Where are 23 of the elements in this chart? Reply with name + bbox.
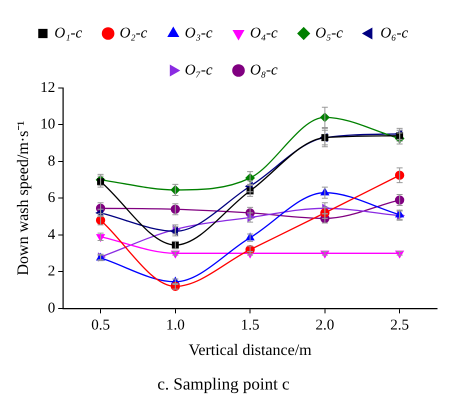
x-tick-label: 1.0 bbox=[166, 317, 185, 334]
y-tick-label: 10 bbox=[40, 116, 56, 133]
legend-label: O₈-c bbox=[250, 62, 278, 78]
text: c. Sampling point c bbox=[157, 374, 290, 394]
x-tick-label: 2.0 bbox=[315, 317, 334, 334]
y-axis-title: Down wash speed/m·s⁻¹ bbox=[14, 120, 32, 276]
x-tick-label: 2.5 bbox=[390, 317, 409, 334]
legend-label: O₂-c bbox=[120, 25, 148, 42]
legend-label: O₃-c bbox=[184, 25, 213, 42]
y-tick-label: 12 bbox=[40, 80, 56, 96]
y-tick-label: 0 bbox=[48, 300, 56, 316]
y-tick-label: 8 bbox=[48, 153, 56, 170]
legend-label: O₄-c bbox=[250, 25, 278, 42]
x-tick-label: 0.5 bbox=[91, 317, 110, 334]
x-axis-title: Vertical distance/m bbox=[188, 342, 312, 360]
x-tick-label: 1.5 bbox=[240, 317, 260, 334]
y-tick-label: 6 bbox=[48, 190, 56, 206]
legend-label: O₇-c bbox=[184, 62, 213, 78]
legend-label: O₅-c bbox=[315, 25, 344, 42]
y-tick-label: 4 bbox=[48, 226, 56, 243]
legend-label: O₁-c bbox=[54, 25, 82, 42]
y-tick-label: 2 bbox=[48, 264, 56, 280]
legend-label: O₆-c bbox=[380, 25, 408, 42]
